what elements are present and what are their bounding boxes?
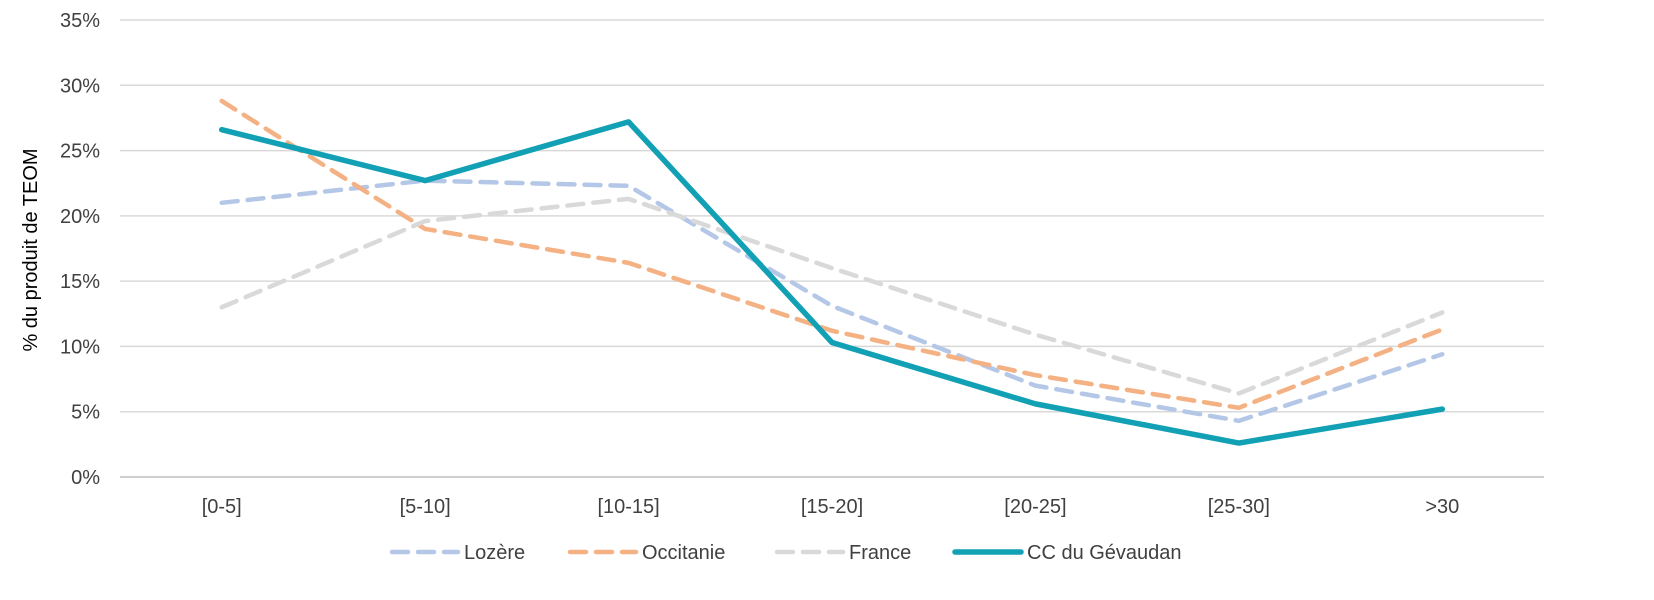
y-tick-label: 35% [60,10,100,32]
x-tick-label: >30 [1425,496,1459,518]
x-tick-label: [15-20] [801,496,863,518]
series-line-occitanie [219,98,1445,411]
y-tick-label: 0% [71,467,100,489]
gridlines [120,19,1544,478]
x-tick-label: [0-5] [202,496,242,518]
y-tick-label: 20% [60,206,100,228]
y-tick-label: 10% [60,336,100,358]
x-tick-label: [5-10] [400,496,451,518]
y-tick-label: 30% [60,75,100,97]
legend-label-lozere: Lozère [464,542,525,564]
y-tick-label: 25% [60,141,100,163]
series-line-cc-du-gevaudan [218,119,1446,446]
series-line-france [219,196,1445,396]
y-tick-label: 5% [71,402,100,424]
legend: Lozère Occitanie France CC du Gévaudan [389,542,1182,564]
x-tick-label: [10-15] [597,496,659,518]
x-tick-label: [20-25] [1004,496,1066,518]
y-axis-ticks: 0% 5% 10% 15% 20% 25% 30% 35% [60,10,100,489]
x-axis-ticks: [0-5] [5-10] [10-15] [15-20] [20-25] [25-30] >… [202,496,1460,518]
y-axis-title: % du produit de TEOM [20,148,42,351]
series-lines [218,98,1446,446]
legend-label-france: France [849,542,911,564]
legend-label-occitanie: Occitanie [642,542,725,564]
y-tick-label: 15% [60,271,100,293]
series-line-lozere [219,178,1445,424]
x-tick-label: [25-30] [1208,496,1270,518]
legend-label-cc-du-gevaudan: CC du Gévaudan [1027,542,1182,564]
